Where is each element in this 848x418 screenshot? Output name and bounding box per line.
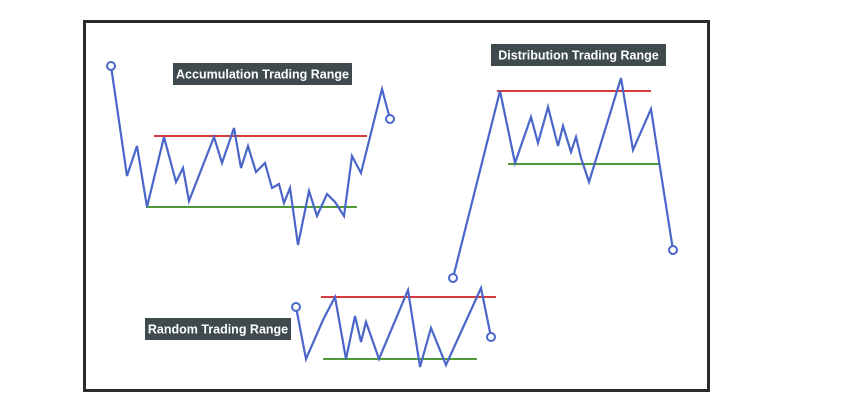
random-label: Random Trading Range (148, 323, 288, 337)
distribution-label: Distribution Trading Range (498, 49, 658, 63)
accumulation-price-line (109, 64, 392, 246)
random-end-point (486, 332, 496, 342)
random-start-point (291, 302, 301, 312)
random-panel: Random Trading Range (145, 284, 496, 368)
distribution-price-line (451, 77, 675, 280)
accumulation-label-box (173, 63, 352, 85)
accumulation-panel: Accumulation Trading Range (106, 61, 395, 246)
random-label-box (145, 318, 291, 340)
distribution-end-point (668, 245, 678, 255)
accumulation-start-point (106, 61, 116, 71)
distribution-label-box (491, 44, 666, 66)
distribution-start-point (448, 273, 458, 283)
accumulation-end-point (385, 114, 395, 124)
random-price-line (294, 284, 493, 368)
accumulation-label: Accumulation Trading Range (176, 68, 349, 82)
distribution-panel: Distribution Trading Range (448, 44, 678, 283)
